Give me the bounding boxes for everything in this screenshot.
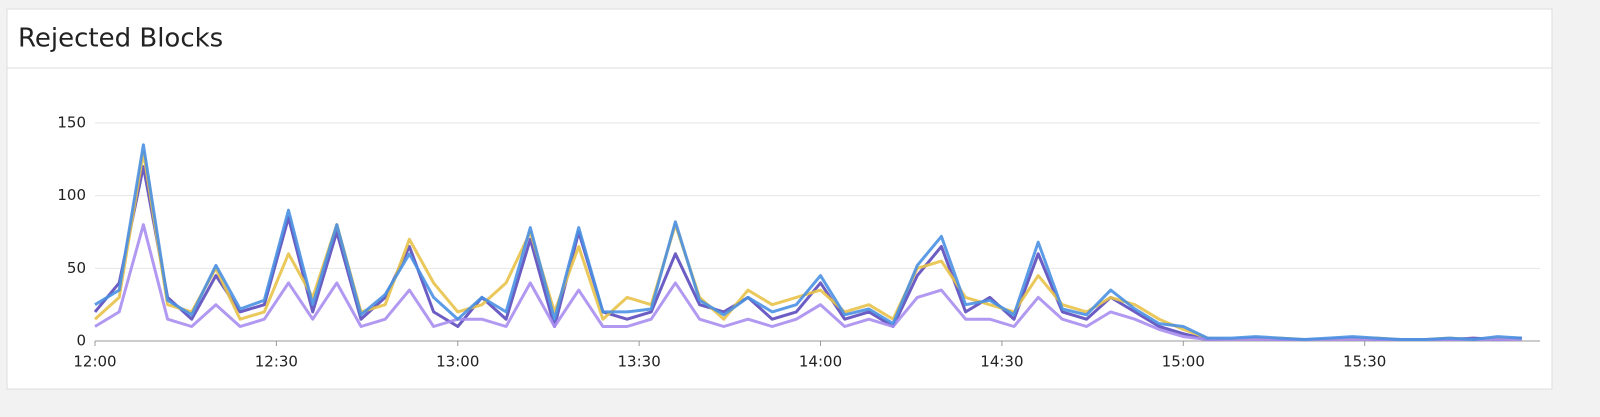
plot: 0 50 100 150 12:00 12:30 13:00 13:30 14:00 14:30 1… (57, 114, 1540, 371)
x-tick-label: 15:00 (1162, 353, 1205, 371)
x-tick-label: 14:00 (799, 353, 842, 371)
y-tick-label: 150 (57, 114, 86, 132)
chart-title: Rejected Blocks (18, 24, 223, 54)
y-tick-label: 50 (67, 259, 86, 277)
x-tick-label: 12:00 (73, 353, 116, 371)
x-tick-label: 13:30 (618, 353, 661, 371)
x-tick-label: 12:30 (255, 353, 298, 371)
panel (6, 8, 1553, 390)
x-tick-label: 13:00 (436, 353, 479, 371)
y-tick-label: 100 (57, 186, 86, 204)
y-tick-label: 0 (76, 332, 86, 350)
x-tick-label: 15:30 (1343, 353, 1386, 371)
x-tick-label: 14:30 (980, 353, 1023, 371)
series-line (94, 143, 1522, 341)
